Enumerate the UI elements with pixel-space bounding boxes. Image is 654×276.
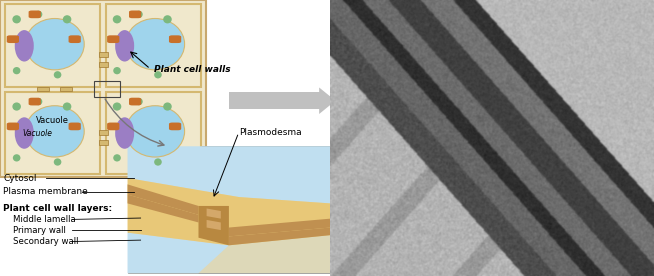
Text: Middle lamella: Middle lamella [13, 215, 76, 224]
Ellipse shape [126, 18, 184, 70]
Polygon shape [207, 220, 221, 230]
Bar [5, 92, 101, 174]
Text: Cytosol: Cytosol [3, 174, 37, 182]
Bar [0, 0, 206, 177]
Text: Plant cell wall layers:: Plant cell wall layers: [3, 204, 112, 213]
Bar [99, 62, 109, 67]
Text: Plasmodesma: Plasmodesma [239, 128, 301, 137]
Ellipse shape [63, 102, 71, 111]
Bar [99, 140, 109, 145]
Ellipse shape [113, 67, 121, 74]
Ellipse shape [13, 67, 20, 74]
Text: Three layers: Three layers [471, 61, 534, 70]
Ellipse shape [12, 15, 21, 23]
Polygon shape [229, 219, 330, 237]
Text: Plant cell walls: Plant cell walls [154, 65, 230, 73]
Polygon shape [229, 227, 330, 245]
Polygon shape [128, 233, 229, 273]
Text: CELL 2: CELL 2 [343, 193, 382, 203]
Text: Vacuole: Vacuole [36, 116, 69, 124]
Text: Middle lamella: Middle lamella [504, 121, 578, 131]
Ellipse shape [115, 30, 134, 62]
Ellipse shape [154, 158, 162, 166]
Polygon shape [199, 206, 229, 245]
FancyBboxPatch shape [129, 10, 141, 18]
Ellipse shape [13, 154, 20, 161]
FancyBboxPatch shape [29, 98, 41, 105]
FancyBboxPatch shape [129, 98, 141, 105]
Polygon shape [128, 195, 199, 222]
FancyBboxPatch shape [169, 123, 181, 130]
Polygon shape [207, 208, 221, 219]
Ellipse shape [113, 154, 121, 161]
FancyBboxPatch shape [7, 35, 19, 43]
Text: of secondary wall: of secondary wall [471, 83, 560, 92]
Ellipse shape [15, 30, 34, 62]
Text: Vacuole: Vacuole [22, 129, 52, 137]
Text: Plasma membrane: Plasma membrane [3, 187, 88, 196]
Ellipse shape [112, 15, 122, 23]
FancyBboxPatch shape [169, 35, 181, 43]
Text: CELL 1: CELL 1 [566, 19, 604, 29]
Ellipse shape [135, 11, 143, 18]
Bar [128, 146, 330, 273]
Ellipse shape [15, 117, 34, 149]
Ellipse shape [164, 102, 172, 111]
Bar [37, 87, 49, 91]
Text: Primary wall: Primary wall [13, 226, 66, 235]
Ellipse shape [12, 102, 21, 111]
FancyBboxPatch shape [69, 123, 81, 130]
Text: Primary wall: Primary wall [399, 22, 463, 31]
Ellipse shape [154, 71, 162, 78]
Polygon shape [128, 184, 199, 215]
Ellipse shape [63, 15, 71, 23]
Ellipse shape [35, 11, 43, 18]
Bar [5, 4, 101, 87]
FancyBboxPatch shape [7, 123, 19, 130]
Ellipse shape [135, 98, 143, 105]
Ellipse shape [54, 158, 61, 166]
Polygon shape [128, 178, 330, 245]
Ellipse shape [115, 117, 134, 149]
Bar [99, 130, 109, 135]
FancyBboxPatch shape [29, 10, 41, 18]
Polygon shape [128, 146, 330, 203]
FancyBboxPatch shape [69, 35, 81, 43]
Bar [99, 52, 109, 57]
Bar [105, 4, 201, 87]
Text: Secondary wall: Secondary wall [13, 237, 78, 246]
Bar [105, 92, 201, 174]
Ellipse shape [126, 106, 184, 157]
Ellipse shape [26, 18, 84, 70]
Bar [229, 92, 322, 109]
Ellipse shape [112, 102, 122, 111]
Ellipse shape [54, 71, 61, 78]
Ellipse shape [26, 106, 84, 157]
FancyBboxPatch shape [107, 123, 120, 130]
Bar [94, 81, 120, 97]
Polygon shape [319, 87, 336, 114]
Ellipse shape [35, 98, 43, 105]
FancyBboxPatch shape [107, 35, 120, 43]
Ellipse shape [164, 15, 172, 23]
Bar [60, 87, 72, 91]
